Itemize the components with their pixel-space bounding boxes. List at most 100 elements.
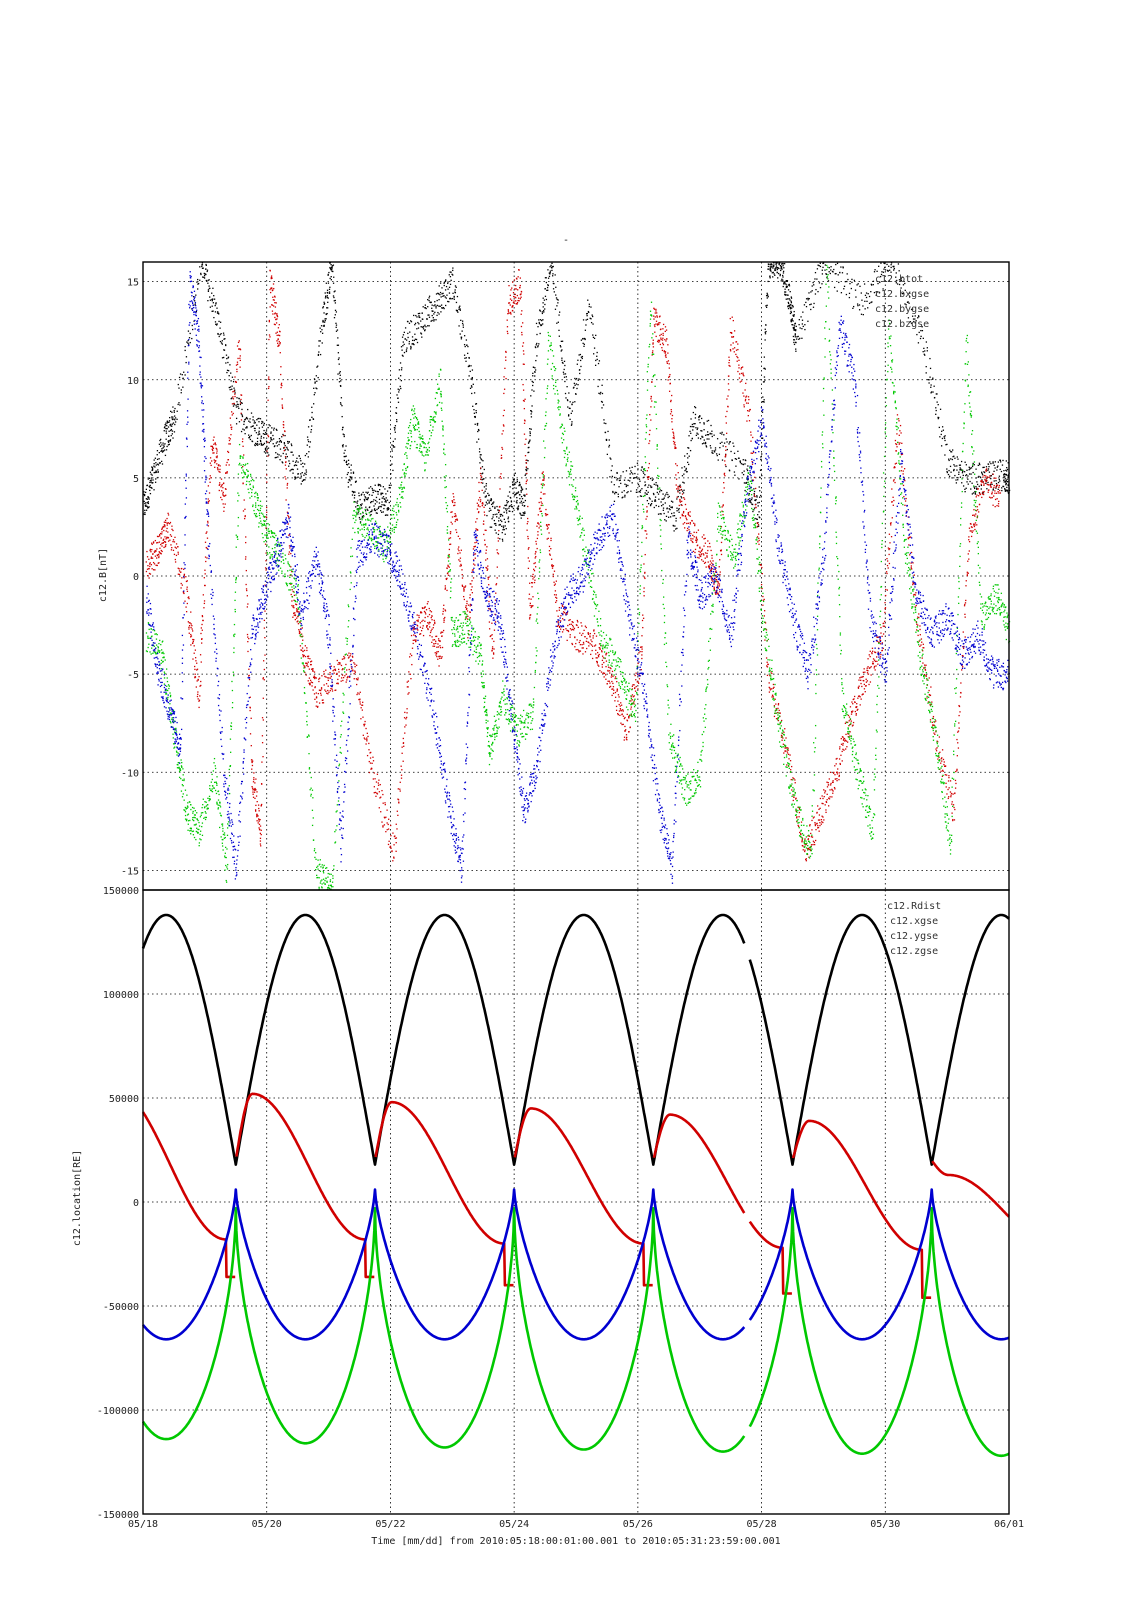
- b-point: [343, 434, 345, 436]
- b-point: [386, 490, 389, 492]
- b-point: [667, 352, 669, 354]
- b-point: [213, 443, 215, 445]
- b-point: [774, 268, 776, 270]
- b-point: [695, 537, 698, 539]
- b-point: [689, 511, 691, 513]
- b-point: [673, 443, 675, 445]
- b-point: [630, 700, 632, 702]
- b-point: [362, 491, 364, 494]
- b-point: [999, 480, 1001, 482]
- b-point: [363, 723, 365, 726]
- b-point: [280, 455, 282, 457]
- b-point: [301, 471, 303, 474]
- b-point: [160, 450, 162, 453]
- b-point: [505, 377, 507, 380]
- b-point: [427, 314, 429, 316]
- b-point: [297, 611, 299, 613]
- b-point: [591, 657, 594, 660]
- b-point: [365, 743, 367, 745]
- b-point: [285, 478, 287, 480]
- b-point: [307, 439, 309, 441]
- b-point: [337, 683, 339, 685]
- b-point: [513, 295, 515, 298]
- b-point: [596, 660, 598, 663]
- b-point: [226, 371, 228, 374]
- b-point: [472, 577, 475, 579]
- b-point: [294, 618, 297, 621]
- b-point: [161, 533, 163, 535]
- b-point: [668, 367, 670, 369]
- b-point: [254, 797, 256, 800]
- b-point: [323, 324, 325, 327]
- b-point: [186, 586, 188, 588]
- b-point: [678, 511, 680, 513]
- b-point: [185, 361, 187, 364]
- b-point: [569, 636, 571, 638]
- b-point: [481, 476, 483, 478]
- b-point: [958, 471, 960, 473]
- b-point: [265, 449, 267, 452]
- b-point: [1000, 470, 1003, 473]
- b-point: [164, 536, 166, 538]
- b-point: [488, 502, 490, 504]
- b-point: [955, 479, 957, 481]
- b-point: [371, 487, 373, 490]
- b-point: [190, 626, 192, 629]
- b-point: [353, 673, 355, 675]
- b-point: [681, 504, 683, 507]
- b-point: [929, 376, 931, 378]
- b-point: [510, 500, 513, 502]
- b-point: [588, 305, 590, 308]
- b-point: [213, 295, 215, 297]
- b-point: [476, 424, 479, 426]
- b-point: [316, 701, 318, 703]
- b-point: [225, 344, 227, 346]
- b-point: [633, 703, 635, 705]
- b-point: [382, 825, 384, 827]
- b-point: [905, 306, 907, 308]
- b-point: [258, 443, 260, 445]
- b-point: [218, 313, 220, 315]
- b-point: [370, 510, 373, 513]
- b-point: [649, 485, 652, 487]
- b-point: [448, 566, 450, 568]
- b-point: [511, 287, 513, 289]
- b-point: [901, 276, 903, 278]
- b-point: [960, 460, 963, 463]
- b-point: [262, 443, 265, 446]
- b-point: [418, 614, 420, 617]
- b-point: [641, 648, 643, 650]
- b-point: [504, 525, 506, 527]
- b-point: [153, 563, 156, 565]
- b-point: [291, 600, 293, 602]
- b-point: [564, 380, 566, 383]
- b-point: [400, 774, 403, 776]
- b-point: [570, 412, 572, 415]
- b-point: [287, 523, 289, 525]
- b-point: [216, 463, 218, 465]
- b-point: [223, 356, 225, 359]
- b-point: [488, 576, 490, 578]
- b-point: [156, 564, 158, 567]
- b-point: [253, 420, 256, 422]
- b-point: [230, 372, 232, 374]
- b-point: [449, 275, 452, 278]
- b-point: [452, 292, 454, 294]
- b-point: [264, 543, 267, 545]
- b-point: [812, 306, 815, 308]
- b-point: [610, 667, 612, 670]
- b-point: [974, 490, 976, 493]
- b-point: [585, 626, 587, 629]
- b-point: [467, 604, 470, 606]
- b-point: [293, 464, 296, 467]
- b-point: [275, 442, 277, 444]
- b-point: [407, 680, 410, 682]
- b-point: [315, 375, 317, 377]
- b-point: [361, 704, 364, 706]
- b-point: [585, 313, 588, 315]
- b-point: [723, 442, 726, 444]
- b-point: [913, 320, 915, 323]
- b-point: [430, 616, 432, 619]
- b-point: [552, 565, 555, 567]
- b-point: [622, 723, 624, 726]
